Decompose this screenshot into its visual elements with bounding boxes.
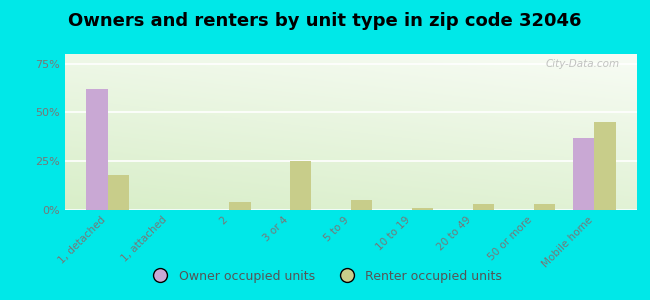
- Legend: Owner occupied units, Renter occupied units: Owner occupied units, Renter occupied un…: [143, 265, 507, 288]
- Bar: [229, 202, 251, 210]
- Bar: [86, 89, 108, 210]
- Bar: [594, 122, 616, 210]
- Bar: [412, 208, 433, 210]
- Bar: [290, 161, 311, 210]
- Bar: [351, 200, 372, 210]
- Bar: [534, 204, 555, 210]
- Bar: [573, 138, 594, 210]
- Bar: [473, 204, 494, 210]
- Text: City-Data.com: City-Data.com: [546, 59, 620, 69]
- Bar: [108, 175, 129, 210]
- Text: Owners and renters by unit type in zip code 32046: Owners and renters by unit type in zip c…: [68, 12, 582, 30]
